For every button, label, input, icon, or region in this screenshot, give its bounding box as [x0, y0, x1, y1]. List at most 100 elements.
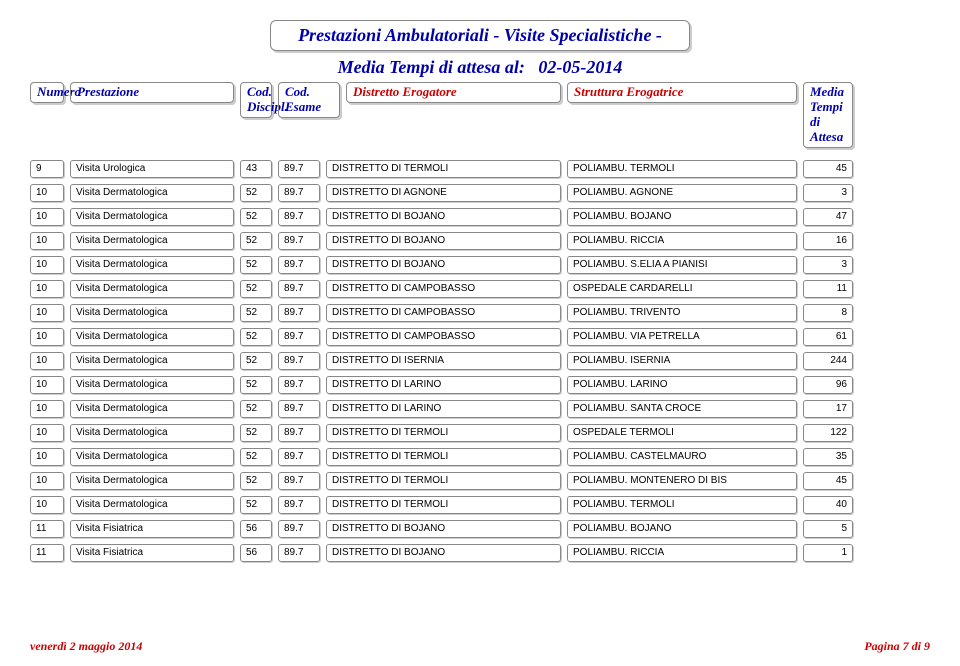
- cell-media: 45: [803, 472, 853, 490]
- cell-struttura: POLIAMBU. ISERNIA: [567, 352, 797, 370]
- cell-cod-esame: 89.7: [278, 544, 320, 562]
- cell-cod-esame: 89.7: [278, 160, 320, 178]
- cell-distretto: DISTRETTO DI BOJANO: [326, 520, 561, 538]
- cell-distretto: DISTRETTO DI TERMOLI: [326, 472, 561, 490]
- cell-cod-esame: 89.7: [278, 448, 320, 466]
- cell-numero: 10: [30, 424, 64, 442]
- cell-numero: 10: [30, 472, 64, 490]
- cell-prestazione: Visita Dermatologica: [70, 232, 234, 250]
- footer-page: Pagina 7 di 9: [864, 639, 930, 654]
- cell-cod-discipl: 52: [240, 472, 272, 490]
- table-row: 11Visita Fisiatrica5689.7DISTRETTO DI BO…: [30, 544, 930, 562]
- cell-prestazione: Visita Dermatologica: [70, 472, 234, 490]
- cell-media: 122: [803, 424, 853, 442]
- cell-media: 8: [803, 304, 853, 322]
- col-cod-esame: Cod. Esame: [278, 82, 340, 118]
- cell-struttura: POLIAMBU. AGNONE: [567, 184, 797, 202]
- cell-cod-discipl: 52: [240, 376, 272, 394]
- cell-struttura: POLIAMBU. TERMOLI: [567, 160, 797, 178]
- cell-distretto: DISTRETTO DI ISERNIA: [326, 352, 561, 370]
- page-title-line1: Prestazioni Ambulatoriali - Visite Speci…: [291, 25, 669, 46]
- cell-numero: 10: [30, 400, 64, 418]
- cell-distretto: DISTRETTO DI BOJANO: [326, 256, 561, 274]
- cell-prestazione: Visita Dermatologica: [70, 376, 234, 394]
- cell-media: 40: [803, 496, 853, 514]
- col-prestazione: Prestazione: [70, 82, 234, 103]
- cell-numero: 10: [30, 328, 64, 346]
- cell-media: 3: [803, 256, 853, 274]
- table-row: 10Visita Dermatologica5289.7DISTRETTO DI…: [30, 400, 930, 418]
- table-row: 10Visita Dermatologica5289.7DISTRETTO DI…: [30, 496, 930, 514]
- cell-distretto: DISTRETTO DI TERMOLI: [326, 496, 561, 514]
- cell-cod-esame: 89.7: [278, 304, 320, 322]
- cell-cod-esame: 89.7: [278, 328, 320, 346]
- cell-cod-esame: 89.7: [278, 520, 320, 538]
- cell-struttura: POLIAMBU. TERMOLI: [567, 496, 797, 514]
- table-row: 10Visita Dermatologica5289.7DISTRETTO DI…: [30, 352, 930, 370]
- cell-prestazione: Visita Dermatologica: [70, 208, 234, 226]
- cell-numero: 9: [30, 160, 64, 178]
- cell-cod-esame: 89.7: [278, 232, 320, 250]
- cell-cod-esame: 89.7: [278, 496, 320, 514]
- cell-cod-discipl: 52: [240, 280, 272, 298]
- cell-prestazione: Visita Dermatologica: [70, 496, 234, 514]
- cell-cod-esame: 89.7: [278, 184, 320, 202]
- cell-cod-discipl: 52: [240, 400, 272, 418]
- cell-media: 47: [803, 208, 853, 226]
- cell-distretto: DISTRETTO DI TERMOLI: [326, 448, 561, 466]
- column-headers: Numero Prestazione Cod. Discipl. Cod. Es…: [30, 82, 930, 148]
- table-row: 11Visita Fisiatrica5689.7DISTRETTO DI BO…: [30, 520, 930, 538]
- cell-numero: 10: [30, 256, 64, 274]
- cell-cod-discipl: 52: [240, 448, 272, 466]
- cell-cod-esame: 89.7: [278, 400, 320, 418]
- cell-numero: 10: [30, 448, 64, 466]
- cell-prestazione: Visita Dermatologica: [70, 184, 234, 202]
- cell-cod-esame: 89.7: [278, 256, 320, 274]
- cell-distretto: DISTRETTO DI BOJANO: [326, 208, 561, 226]
- cell-distretto: DISTRETTO DI BOJANO: [326, 232, 561, 250]
- cell-media: 96: [803, 376, 853, 394]
- cell-struttura: POLIAMBU. BOJANO: [567, 208, 797, 226]
- cell-struttura: POLIAMBU. CASTELMAURO: [567, 448, 797, 466]
- cell-prestazione: Visita Urologica: [70, 160, 234, 178]
- col-distretto: Distretto Erogatore: [346, 82, 561, 103]
- cell-struttura: POLIAMBU. RICCIA: [567, 232, 797, 250]
- cell-distretto: DISTRETTO DI BOJANO: [326, 544, 561, 562]
- cell-prestazione: Visita Dermatologica: [70, 280, 234, 298]
- col-struttura: Struttura Erogatrice: [567, 82, 797, 103]
- cell-distretto: DISTRETTO DI AGNONE: [326, 184, 561, 202]
- cell-distretto: DISTRETTO DI TERMOLI: [326, 424, 561, 442]
- cell-distretto: DISTRETTO DI CAMPOBASSO: [326, 328, 561, 346]
- table-row: 10Visita Dermatologica5289.7DISTRETTO DI…: [30, 376, 930, 394]
- cell-numero: 10: [30, 280, 64, 298]
- table-row: 10Visita Dermatologica5289.7DISTRETTO DI…: [30, 304, 930, 322]
- cell-cod-discipl: 52: [240, 328, 272, 346]
- cell-media: 11: [803, 280, 853, 298]
- cell-prestazione: Visita Dermatologica: [70, 400, 234, 418]
- col-cod-discipl: Cod. Discipl.: [240, 82, 272, 118]
- cell-struttura: POLIAMBU. MONTENERO DI BIS: [567, 472, 797, 490]
- table-row: 10 Visita Dermatologica 52 89.7 DISTRETTO DI…: [30, 208, 930, 226]
- cell-numero: 11: [30, 520, 64, 538]
- title-date: 02-05-2014: [538, 57, 622, 77]
- cell-cod-discipl: 52: [240, 208, 272, 226]
- table-row: 10Visita Dermatologica5289.7DISTRETTO DI…: [30, 232, 930, 250]
- cell-numero: 10: [30, 208, 64, 226]
- cell-prestazione: Visita Dermatologica: [70, 448, 234, 466]
- cell-prestazione: Visita Dermatologica: [70, 328, 234, 346]
- cell-cod-esame: 89.7: [278, 352, 320, 370]
- cell-media: 5: [803, 520, 853, 538]
- cell-cod-discipl: 43: [240, 160, 272, 178]
- cell-cod-discipl: 52: [240, 232, 272, 250]
- cell-numero: 10: [30, 304, 64, 322]
- cell-cod-discipl: 52: [240, 424, 272, 442]
- table-row: 10Visita Dermatologica5289.7DISTRETTO DI…: [30, 184, 930, 202]
- cell-prestazione: Visita Dermatologica: [70, 352, 234, 370]
- cell-cod-discipl: 52: [240, 256, 272, 274]
- cell-cod-esame: 89.7: [278, 472, 320, 490]
- cell-numero: 11: [30, 544, 64, 562]
- cell-cod-esame: 89.7: [278, 208, 320, 226]
- cell-struttura: POLIAMBU. SANTA CROCE: [567, 400, 797, 418]
- cell-cod-discipl: 52: [240, 352, 272, 370]
- cell-media: 45: [803, 160, 853, 178]
